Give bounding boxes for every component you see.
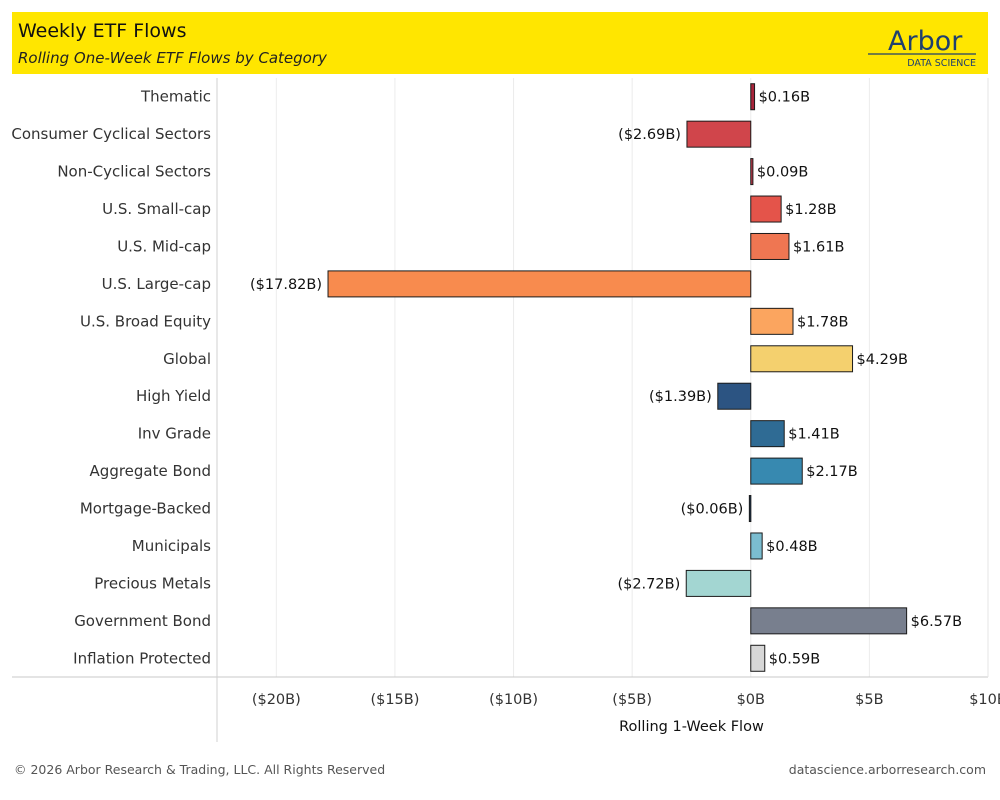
bar-layer bbox=[327, 83, 908, 672]
category-label-9: Inv Grade bbox=[138, 425, 211, 443]
category-label-15: Inflation Protected bbox=[73, 649, 211, 667]
x-tick-label-0: ($20B) bbox=[252, 692, 301, 708]
value-label-13: ($2.72B) bbox=[617, 576, 680, 592]
value-label-5: ($17.82B) bbox=[250, 277, 322, 293]
category-label-11: Mortgage-Backed bbox=[80, 500, 211, 518]
category-label-10: Aggregate Bond bbox=[90, 462, 211, 480]
category-label-8: High Yield bbox=[136, 387, 211, 405]
site-link[interactable]: datascience.arborresearch.com bbox=[788, 762, 986, 777]
bar-15[interactable] bbox=[750, 644, 766, 672]
page-subtitle: Rolling One-Week ETF Flows by Category bbox=[18, 49, 327, 67]
value-label-7: $4.29B bbox=[857, 352, 908, 368]
category-label-12: Municipals bbox=[132, 537, 211, 555]
x-tick-label-3: ($5B) bbox=[612, 692, 652, 708]
page-title: Weekly ETF Flows bbox=[18, 20, 187, 42]
value-label-11: ($0.06B) bbox=[681, 502, 744, 518]
x-tick-label-1: ($15B) bbox=[370, 692, 419, 708]
bar-11[interactable] bbox=[748, 495, 752, 523]
bar-12[interactable] bbox=[750, 532, 763, 560]
x-tick-label-5: $5B bbox=[855, 692, 883, 708]
x-axis-title: Rolling 1-Week Flow bbox=[619, 719, 764, 735]
category-label-7: Global bbox=[163, 350, 211, 368]
value-label-4: $1.61B bbox=[793, 239, 844, 255]
value-label-9: $1.41B bbox=[788, 427, 839, 443]
value-label-6: $1.78B bbox=[797, 314, 848, 330]
category-label-5: U.S. Large-cap bbox=[102, 275, 211, 293]
axis-layer: ($20B) ($15B) ($10B) ($5B) $0B $5B $10B Rolling… bbox=[12, 78, 1000, 742]
category-label-0: Thematic bbox=[140, 88, 211, 106]
value-label-15: $0.59B bbox=[769, 651, 820, 667]
arbor-logo-graphic: Arbor DATA SCIENCE bbox=[868, 26, 976, 69]
logo-word: Arbor bbox=[888, 26, 963, 57]
bar-14[interactable] bbox=[750, 607, 908, 635]
category-label-2: Non-Cyclical Sectors bbox=[57, 163, 211, 181]
value-label-12: $0.48B bbox=[766, 539, 817, 555]
value-label-14: $6.57B bbox=[911, 614, 962, 630]
x-tick-label-6: $10B bbox=[969, 692, 1000, 708]
bar-10[interactable] bbox=[750, 457, 803, 485]
etf-flow-chart: Thematic $0.16B Consumer Cyclical Sectors(… bbox=[0, 74, 1000, 754]
bar-1[interactable] bbox=[686, 120, 752, 148]
bar-5[interactable] bbox=[327, 270, 752, 298]
category-label-4: U.S. Mid-cap bbox=[117, 237, 211, 255]
bar-3[interactable] bbox=[750, 195, 782, 223]
label-layer: Thematic $0.16B Consumer Cyclical Sectors (… bbox=[11, 88, 962, 668]
arbor-logo[interactable]: Arbor DATA SCIENCE bbox=[864, 18, 980, 72]
bar-0[interactable] bbox=[750, 83, 756, 111]
category-label-13: Precious Metals bbox=[94, 574, 211, 592]
value-label-1: ($2.69B) bbox=[618, 127, 681, 143]
value-label-0: $0.16B bbox=[759, 90, 810, 106]
category-label-1: Consumer Cyclical Sectors bbox=[11, 125, 211, 143]
value-label-8: ($1.39B) bbox=[649, 389, 712, 405]
category-label-6: U.S. Broad Equity bbox=[80, 312, 211, 330]
category-label-14: Government Bond bbox=[74, 612, 211, 630]
bar-9[interactable] bbox=[750, 420, 785, 448]
x-tick-label-4: $0B bbox=[737, 692, 765, 708]
bar-13[interactable] bbox=[685, 569, 752, 597]
value-label-3: $1.28B bbox=[785, 202, 836, 218]
bar-7[interactable] bbox=[750, 345, 854, 373]
value-label-2: $0.09B bbox=[757, 165, 808, 181]
x-tick-label-2: ($10B) bbox=[489, 692, 538, 708]
copyright-text: © 2026 Arbor Research & Trading, LLC. Al… bbox=[14, 762, 386, 777]
bar-6[interactable] bbox=[750, 307, 794, 335]
bar-4[interactable] bbox=[750, 232, 790, 260]
value-label-10: $2.17B bbox=[806, 464, 857, 480]
category-label-3: U.S. Small-cap bbox=[102, 200, 211, 218]
bar-8[interactable] bbox=[717, 382, 752, 410]
header-banner: Weekly ETF Flows Rolling One-Week ETF Fl… bbox=[12, 12, 988, 74]
logo-subtitle: DATA SCIENCE bbox=[907, 58, 976, 69]
bar-2[interactable] bbox=[750, 158, 754, 186]
